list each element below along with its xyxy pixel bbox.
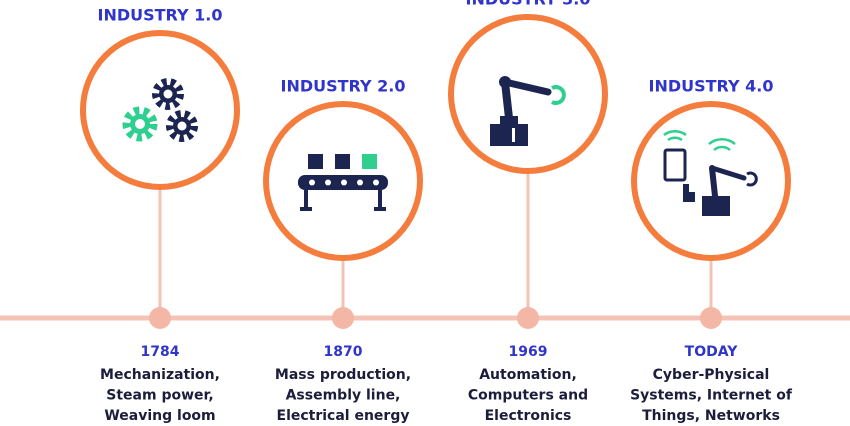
conveyor-icon bbox=[298, 154, 388, 211]
stage-title: INDUSTRY 3.0 bbox=[466, 0, 591, 9]
stage-ring bbox=[448, 14, 608, 174]
stage-description: Cyber-Physical bbox=[653, 367, 770, 383]
stage-description: Assembly line, bbox=[286, 388, 401, 404]
stage-title: INDUSTRY 2.0 bbox=[281, 77, 406, 96]
stage-description: Electronics bbox=[485, 408, 572, 424]
stage-year: TODAY bbox=[685, 344, 739, 360]
timeline-dot bbox=[149, 307, 171, 329]
stage-description: Automation, bbox=[479, 367, 577, 383]
stage-description: Mass production, bbox=[275, 367, 411, 383]
stage-description: Electrical energy bbox=[277, 408, 410, 424]
stage-ring bbox=[80, 30, 240, 190]
stage-description: Mechanization, bbox=[100, 367, 220, 383]
smart-factory-icon bbox=[663, 130, 758, 216]
stage-title: INDUSTRY 4.0 bbox=[649, 77, 774, 96]
gears-icon bbox=[122, 78, 198, 142]
timeline-dot bbox=[517, 307, 539, 329]
timeline-dot bbox=[700, 307, 722, 329]
stage-description: Weaving loom bbox=[104, 408, 215, 424]
stage-description: Steam power, bbox=[106, 388, 213, 404]
stage-year: 1784 bbox=[141, 344, 180, 360]
stage-year: 1969 bbox=[509, 344, 548, 360]
timeline-dot bbox=[332, 307, 354, 329]
stage-year: 1870 bbox=[324, 344, 363, 360]
stage-title: INDUSTRY 1.0 bbox=[98, 6, 223, 25]
stage-description: Systems, Internet of bbox=[630, 388, 793, 404]
robot-arm-icon bbox=[490, 76, 566, 146]
stage-description: Things, Networks bbox=[642, 408, 780, 424]
stage-description: Computers and bbox=[468, 388, 588, 404]
